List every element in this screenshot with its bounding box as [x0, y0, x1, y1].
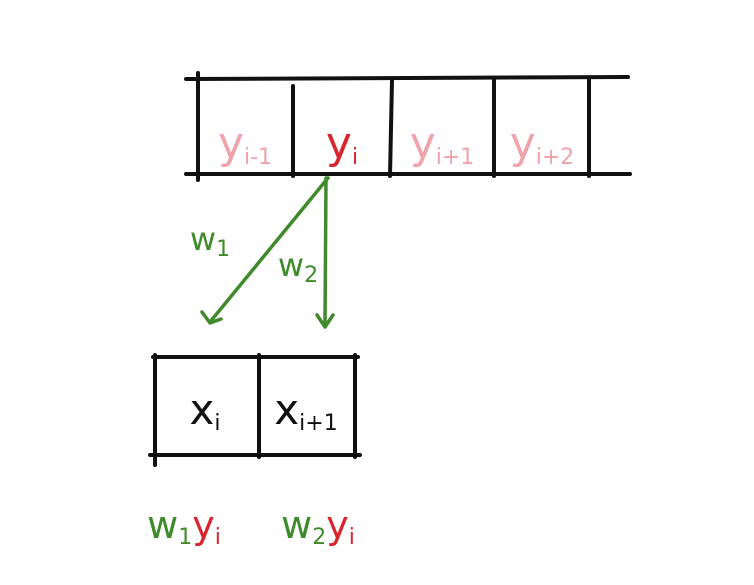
output-array-divider	[388, 78, 394, 178]
weight-arrows: w1 w2	[190, 176, 335, 329]
w1-arrow-line	[208, 176, 330, 324]
w1-arrow-head	[200, 310, 223, 325]
output-cell-label: yi+1	[410, 118, 475, 170]
output-cell-label: yi-1	[218, 118, 272, 170]
result-labels: w1yi w2yi	[147, 503, 355, 550]
output-cell-label: yi	[326, 118, 358, 170]
output-array: yi-1 yi yi+1 yi+2	[184, 71, 632, 182]
w2-arrow-head	[315, 313, 335, 329]
result-label: w1yi	[147, 503, 221, 550]
output-array-top-edge	[184, 75, 630, 81]
input-array: xi xi+1	[148, 353, 362, 467]
input-cell-label: xi	[190, 385, 221, 436]
w2-arrow-line	[323, 176, 328, 324]
result-label: w2yi	[281, 503, 355, 550]
output-cell-label: yi+2	[510, 118, 575, 170]
input-cell-label: xi+1	[274, 385, 337, 436]
w2-label: w2	[278, 246, 318, 288]
w1-label: w1	[190, 220, 230, 262]
